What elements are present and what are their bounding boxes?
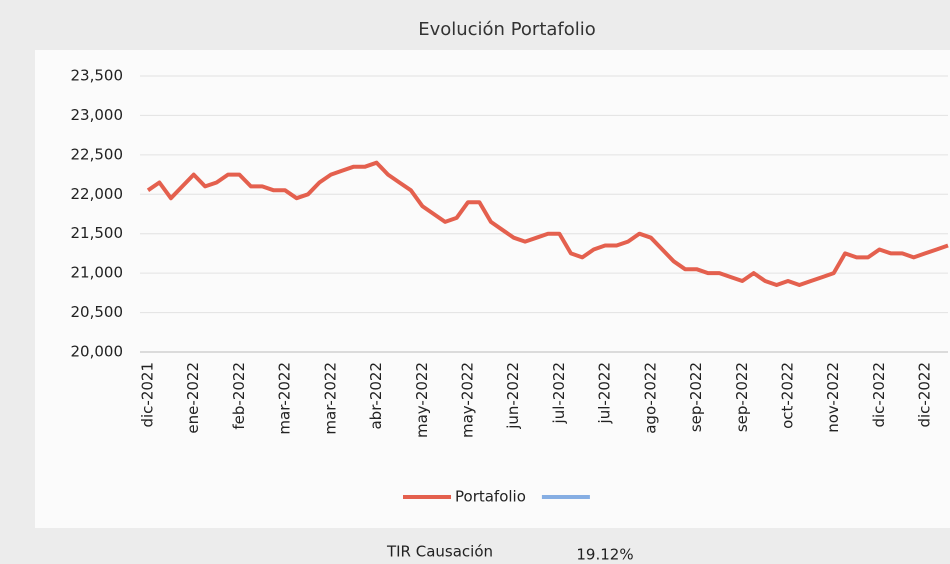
x-tick-label: jun-2022 (504, 362, 522, 430)
x-tick-label: feb-2022 (230, 362, 248, 430)
y-tick-label: 21,500 (71, 224, 124, 242)
x-tick-label: mar-2022 (321, 362, 339, 435)
y-tick-label: 23,500 (71, 67, 124, 85)
chart-title: Evolución Portafolio (418, 19, 596, 40)
x-tick-label: ago-2022 (641, 362, 659, 434)
x-tick-label: dic-2022 (870, 362, 888, 428)
y-tick-label: 20,000 (71, 343, 124, 361)
x-tick-label: abr-2022 (367, 362, 385, 430)
x-tick-label: dic-2021 (139, 362, 157, 428)
y-tick-label: 22,500 (71, 145, 124, 163)
x-tick-label: oct-2022 (779, 362, 797, 429)
legend-label: Portafolio (455, 488, 526, 506)
y-tick-label: 21,000 (71, 264, 124, 282)
x-tick-label: nov-2022 (824, 362, 842, 433)
x-tick-label: jul-2022 (596, 362, 614, 424)
chart-panel (35, 50, 950, 528)
x-tick-label: sep-2022 (733, 362, 751, 432)
y-tick-label: 20,500 (71, 303, 124, 321)
x-tick-label: sep-2022 (687, 362, 705, 432)
x-tick-label: may-2022 (459, 362, 477, 438)
x-tick-label: ene-2022 (184, 362, 202, 434)
x-tick-label: jul-2022 (550, 362, 568, 424)
series-line (146, 160, 949, 287)
footer-label: TIR Causación (386, 543, 493, 561)
footer-value: 19.12% (576, 546, 633, 564)
y-tick-label: 23,000 (71, 106, 124, 124)
x-tick-label: may-2022 (413, 362, 431, 438)
x-tick-label: dic-2022 (916, 362, 934, 428)
y-tick-label: 22,000 (71, 185, 124, 203)
x-tick-label: mar-2022 (276, 362, 294, 435)
